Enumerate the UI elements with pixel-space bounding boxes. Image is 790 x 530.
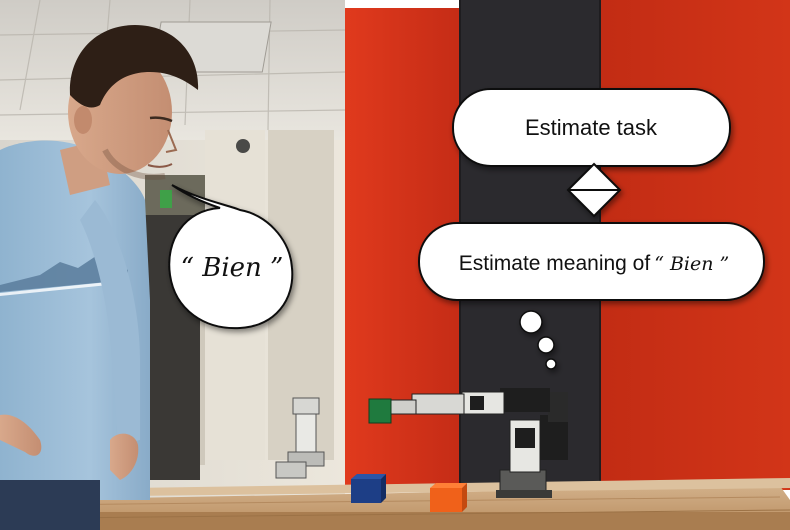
- robot-arm: [368, 388, 568, 498]
- estimate-meaning-label: Estimate meaning of “ Bien ”: [459, 252, 729, 275]
- man: [0, 25, 199, 530]
- estimate-meaning-prefix: Estimate meaning of: [459, 252, 651, 275]
- estimate-meaning-word: “ Bien ”: [654, 253, 729, 275]
- background-robot: [275, 397, 325, 479]
- blue-cube: [351, 474, 386, 503]
- estimate-task-label: Estimate task: [525, 115, 658, 140]
- speech-bubble-text: “ Bien ”: [181, 253, 284, 283]
- speech-bubble: [168, 184, 294, 330]
- green-block: [368, 398, 392, 424]
- table: [20, 478, 790, 530]
- estimate-meaning-box: [418, 222, 765, 301]
- connector-diamond: [566, 162, 622, 218]
- orange-cube: [430, 483, 467, 512]
- thought-bubbles: [519, 310, 557, 370]
